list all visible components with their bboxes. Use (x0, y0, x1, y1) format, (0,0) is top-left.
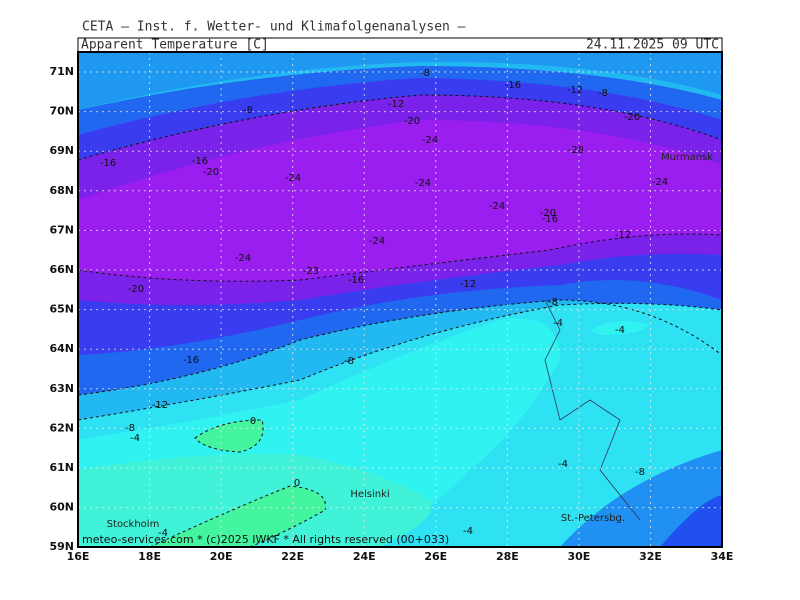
lon-label: 20E (210, 550, 233, 563)
place-name: Murmansk (661, 152, 713, 163)
lat-label: 66N (49, 263, 74, 276)
contour-label: 0 (250, 416, 256, 427)
contour-label: -8 (125, 423, 135, 434)
contour-label: -4 (615, 325, 625, 336)
contour-label: -12 (460, 279, 476, 290)
lon-label: 18E (138, 550, 161, 563)
contour-label: -8 (548, 297, 558, 308)
parameter: Apparent_Temperature [C] (81, 38, 269, 53)
labels: 71N70N69N68N67N66N65N64N63N62N61N60N59N1… (49, 65, 733, 563)
contour-label: -8 (635, 467, 645, 478)
contour-label: -8 (344, 356, 354, 367)
contour-label: -20 (203, 167, 219, 178)
contour-label: -4 (558, 459, 568, 470)
contour-label: -20 (540, 208, 556, 219)
lon-label: 16E (67, 550, 90, 563)
contour-label: -4 (158, 528, 168, 539)
contour-label: -12 (567, 85, 583, 96)
contour-label: -4 (553, 318, 563, 329)
lat-label: 67N (49, 223, 74, 236)
contour-label: -16 (348, 275, 364, 286)
contour-label: -8 (598, 88, 608, 99)
contour-label: -16 (183, 355, 199, 366)
contour-label: -16 (505, 80, 521, 91)
lat-label: 69N (49, 144, 74, 157)
contour-label: -24 (652, 177, 668, 188)
lat-label: 70N (49, 105, 74, 118)
contour-label: -23 (303, 266, 319, 277)
place-name: Stockholm (107, 519, 160, 530)
contour-label: -12 (152, 400, 168, 411)
lat-label: 63N (49, 382, 74, 395)
footer: meteo-services.com * (c)2025 IWKF * All … (82, 533, 449, 546)
contour-label: -4 (130, 433, 140, 444)
lat-label: 59N (49, 540, 74, 553)
contour-label: 0 (294, 478, 300, 489)
contour-label: -20 (128, 284, 144, 295)
lon-label: 34E (711, 550, 734, 563)
graticule (78, 52, 722, 547)
place-name: Helsinki (350, 489, 389, 500)
contour-label: -24 (285, 173, 301, 184)
contour-label: -16 (100, 158, 116, 169)
contour-label: -16 (192, 156, 208, 167)
lon-label: 26E (424, 550, 447, 563)
lat-label: 60N (49, 501, 74, 514)
contour-label: -24 (489, 201, 505, 212)
contour-label: -12 (388, 99, 404, 110)
field (78, 52, 722, 547)
lat-label: 62N (49, 421, 74, 434)
contour-label: -20 (404, 116, 420, 127)
lon-label: 32E (639, 550, 662, 563)
contour-label: -24 (235, 253, 251, 264)
contour-label: -28 (568, 145, 584, 156)
place-name: St.-Petersbg. (561, 513, 625, 524)
lat-label: 71N (49, 65, 74, 78)
contour-label: -4 (463, 526, 473, 537)
lon-label: 24E (353, 550, 376, 563)
lat-label: 61N (49, 461, 74, 474)
lat-label: 65N (49, 303, 74, 316)
contour-label: -24 (369, 236, 385, 247)
contour-label: -16 (542, 214, 558, 225)
contour-label: -20 (624, 112, 640, 123)
contour-label: -12 (615, 230, 631, 241)
contour-label: -24 (422, 135, 438, 146)
valid-time: 24.11.2025 09 UTC (586, 38, 719, 53)
lon-label: 30E (568, 550, 591, 563)
map-frame (77, 51, 723, 548)
contour-label: -8 (420, 68, 430, 79)
lon-label: 22E (281, 550, 304, 563)
lon-label: 28E (496, 550, 519, 563)
lat-label: 64N (49, 342, 74, 355)
institute: CETA – Inst. f. Wetter- und Klimafolgena… (82, 20, 466, 35)
contour-label: -8 (243, 105, 253, 116)
contour-label: -24 (415, 178, 431, 189)
lat-label: 68N (49, 184, 74, 197)
